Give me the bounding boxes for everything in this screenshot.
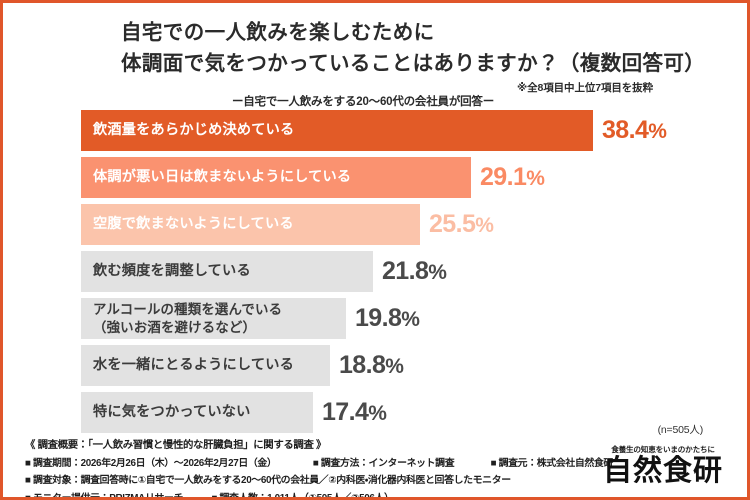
chart-bar: アルコールの種類を選んでいる （強いお酒を避けるなど） <box>81 298 346 339</box>
chart-bar-value: 17.4% <box>322 397 387 426</box>
brand-tagline: 食養生の知恵をいまのかたちに <box>611 445 715 454</box>
bar-chart: 飲酒量をあらかじめ決めている 38.4% 体調が悪い日は飲まないようにしている 29.… <box>81 110 721 439</box>
chart-row: 空腹で飲まないようにしている 25.5% <box>81 204 721 245</box>
chart-bar-value: 19.8% <box>355 303 420 332</box>
chart-bar-label: 空腹で飲まないようにしている <box>93 216 294 233</box>
survey-summary: 《 調査概要：「一人飲み習慣と慢性的な肝臓負担」に関する調査 》 ■ 調査期間：… <box>25 436 625 500</box>
sample-size-note: (n=505人) <box>657 424 704 436</box>
chart-row: 水を一緒にとるようにしている 18.8% <box>81 345 721 386</box>
chart-row: 体調が悪い日は飲まないようにしている 29.1% <box>81 157 721 198</box>
survey-method: ■ 調査方法：インターネット調査 <box>312 457 455 469</box>
chart-bar-label: 水を一緒にとるようにしている <box>93 357 295 374</box>
chart-row: アルコールの種類を選んでいる （強いお酒を避けるなど） 19.8% <box>81 298 721 339</box>
chart-bar-label: 体調が悪い日は飲まないようにしている <box>93 169 352 186</box>
chart-bar-label: アルコールの種類を選んでいる （強いお酒を避けるなど） <box>93 302 283 335</box>
survey-count: ■ 調査人数：1,011人（①505人／②506人） <box>211 492 394 500</box>
chart-row: 飲酒量をあらかじめ決めている 38.4% <box>81 110 721 151</box>
survey-row-period: ■ 調査期間：2026年2月26日（木）～2026年2月27日（金） ■ 調査方… <box>25 455 625 469</box>
chart-bar-value: 38.4% <box>602 115 667 144</box>
chart-bar-value: 25.5% <box>429 209 494 238</box>
chart-row: 特に気をつかっていない 17.4% <box>81 392 721 433</box>
page-title-line-1: 自宅での一人飲みを楽しむために <box>121 21 435 44</box>
chart-bar-value: 21.8% <box>382 256 447 285</box>
chart-bar: 体調が悪い日は飲まないようにしている <box>81 157 471 198</box>
survey-heading: 《 調査概要：「一人飲み習慣と慢性的な肝臓負担」に関する調査 》 <box>25 440 327 451</box>
subtitle-group: ※全8項目中上位7項目を抜粋 ー自宅で一人飲みをする20～60代の会社員が回答ー <box>3 80 747 110</box>
survey-period: ■ 調査期間：2026年2月26日（木）～2026年2月27日（金） <box>25 457 277 469</box>
page-title-line-2: 体調面で気をつかっていることはありますか？（複数回答可） <box>121 52 706 76</box>
chart-bar-label: 飲む頻度を調整している <box>93 263 251 280</box>
chart-bar-label: 特に気をつかっていない <box>93 404 251 421</box>
chart-bar-value: 29.1% <box>480 162 545 191</box>
survey-source: ■ 調査元：株式会社自然食研 <box>490 457 614 469</box>
chart-bar-label: 飲酒量をあらかじめ決めている <box>93 122 295 139</box>
excerpt-note: ※全8項目中上位7項目を抜粋 <box>517 82 653 95</box>
brand-logo: 食養生の知恵をいまのかたちに 自然食研 <box>597 444 729 486</box>
chart-bar: 空腹で飲まないようにしている <box>81 204 420 245</box>
survey-monitor-provider: ■ モニター提供元：PRIZMAリサーチ <box>25 492 184 500</box>
chart-bar: 水を一緒にとるようにしている <box>81 345 330 386</box>
header: 自宅での一人飲みを楽しむために 体調面で気をつかっていることはありますか？（複数… <box>3 17 747 110</box>
chart-row: 飲む頻度を調整している 21.8% <box>81 251 721 292</box>
survey-target: ■ 調査対象：調査回答時に①自宅で一人飲みをする20～60代の会社員／②内科医・… <box>25 475 511 486</box>
chart-bar-value: 18.8% <box>339 350 404 379</box>
chart-bar: 飲酒量をあらかじめ決めている <box>81 110 593 151</box>
chart-bar: 飲む頻度を調整している <box>81 251 373 292</box>
respondent-note: ー自宅で一人飲みをする20～60代の会社員が回答ー <box>231 96 495 109</box>
brand-name: 自然食研 <box>602 453 723 487</box>
chart-bar: 特に気をつかっていない <box>81 392 313 433</box>
survey-row-monitor: ■ モニター提供元：PRIZMAリサーチ ■ 調査人数：1,011人（①505人… <box>25 490 625 500</box>
